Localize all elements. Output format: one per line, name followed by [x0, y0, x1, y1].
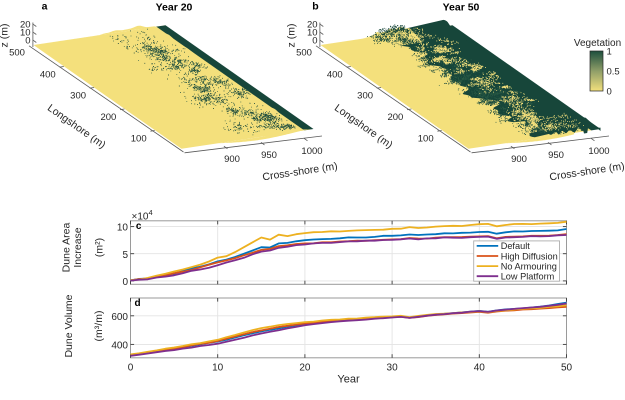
svg-text:c: c — [136, 221, 142, 232]
svg-text:(m³/m): (m³/m) — [93, 311, 105, 342]
svg-text:100: 100 — [418, 133, 434, 144]
svg-text:Year: Year — [337, 374, 360, 386]
svg-text:0: 0 — [25, 35, 30, 46]
svg-text:Dune Volume: Dune Volume — [63, 294, 75, 357]
svg-text:Default: Default — [501, 241, 531, 251]
svg-text:0.5: 0.5 — [607, 67, 620, 78]
svg-text:z (m): z (m) — [286, 24, 298, 48]
svg-text:d: d — [134, 298, 140, 309]
svg-text:1: 1 — [607, 47, 612, 58]
svg-text:300: 300 — [357, 90, 373, 101]
svg-text:0: 0 — [312, 35, 317, 46]
svg-text:0: 0 — [128, 363, 134, 374]
svg-text:400: 400 — [111, 341, 128, 352]
svg-text:30: 30 — [387, 363, 399, 374]
svg-text:500: 500 — [296, 48, 312, 59]
svg-text:(m²): (m²) — [94, 238, 106, 257]
svg-text:300: 300 — [70, 90, 86, 101]
svg-text:5: 5 — [122, 250, 128, 261]
svg-text:40: 40 — [474, 363, 486, 374]
svg-text:1000: 1000 — [588, 146, 609, 157]
svg-text:400: 400 — [40, 69, 56, 80]
svg-text:900: 900 — [224, 154, 240, 165]
svg-text:600: 600 — [111, 312, 128, 323]
svg-text:Increase: Increase — [72, 227, 84, 267]
svg-text:200: 200 — [100, 112, 116, 123]
svg-text:10: 10 — [20, 27, 31, 38]
svg-text:a: a — [42, 1, 48, 13]
svg-text:900: 900 — [511, 154, 527, 165]
svg-text:No Armouring: No Armouring — [501, 261, 557, 271]
svg-text:0: 0 — [607, 87, 612, 98]
svg-text:50: 50 — [561, 363, 573, 374]
svg-text:0: 0 — [122, 277, 128, 288]
svg-text:b: b — [312, 1, 318, 13]
svg-text:20: 20 — [299, 363, 311, 374]
svg-text:10: 10 — [307, 27, 318, 38]
svg-text:400: 400 — [327, 69, 343, 80]
svg-text:500: 500 — [9, 48, 25, 59]
svg-text:10: 10 — [117, 223, 129, 234]
svg-text:4: 4 — [149, 208, 153, 217]
svg-text:×10: ×10 — [132, 212, 149, 223]
svg-text:z (m): z (m) — [0, 24, 11, 48]
svg-text:Dune Area: Dune Area — [61, 223, 73, 273]
svg-text:200: 200 — [387, 112, 403, 123]
svg-text:Low Platform: Low Platform — [501, 272, 555, 282]
svg-text:20: 20 — [307, 19, 318, 30]
svg-text:Year 50: Year 50 — [443, 2, 480, 14]
svg-text:10: 10 — [212, 363, 224, 374]
svg-text:950: 950 — [261, 150, 277, 161]
svg-text:Year 20: Year 20 — [156, 2, 193, 14]
svg-text:Vegetation: Vegetation — [574, 38, 621, 49]
svg-text:20: 20 — [20, 19, 31, 30]
svg-text:950: 950 — [548, 150, 564, 161]
svg-text:1000: 1000 — [301, 146, 322, 157]
svg-text:100: 100 — [131, 133, 147, 144]
svg-text:High Diffusion: High Diffusion — [501, 251, 558, 261]
